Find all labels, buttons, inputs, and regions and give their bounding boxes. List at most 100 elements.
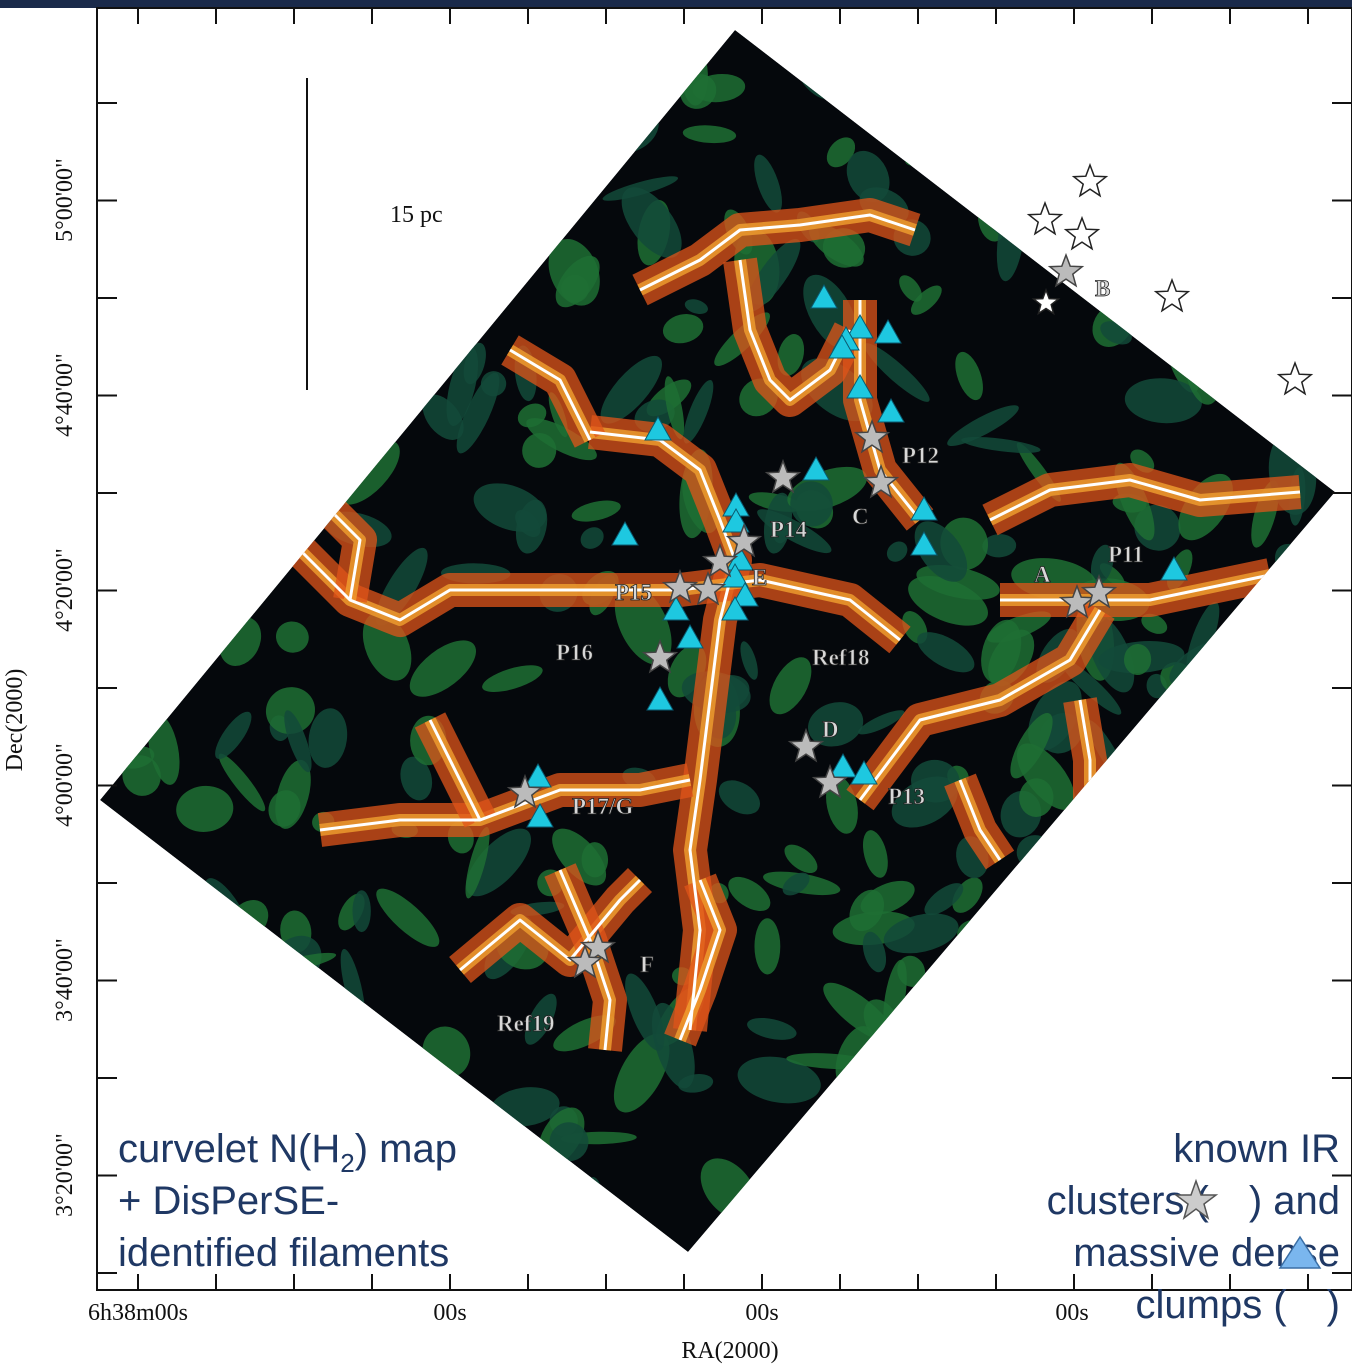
density-blob [1250,662,1319,735]
density-blob [985,1014,1041,1074]
caption-line: curvelet N(H2) map [118,1127,457,1178]
density-blob [1076,1002,1128,1047]
density-blob [435,271,458,310]
density-blob [1321,261,1349,292]
density-blob [1110,171,1200,262]
density-blob [152,1019,216,1093]
density-blob [1252,22,1325,100]
density-blob [244,266,325,339]
cluster-star [1066,218,1098,249]
density-blob [223,34,247,115]
density-blob [875,1181,902,1229]
density-blob [1154,772,1186,837]
density-blob [1285,1034,1342,1087]
density-blob [950,1067,988,1102]
density-blob [1133,959,1216,1030]
region-label: P16 [556,640,593,665]
region-label: E [752,565,767,590]
region-label: Ref18 [812,645,869,670]
cluster-star [1279,363,1311,394]
density-blob [254,1077,302,1115]
density-blob [1076,979,1156,1066]
density-blob [1239,906,1304,952]
density-blob [983,926,1076,977]
density-blob [1291,251,1345,302]
density-blob [1242,699,1284,748]
cluster-star [1156,280,1188,311]
density-blob [175,273,247,340]
density-blob [120,319,193,377]
density-blob [1234,17,1274,52]
density-blob [1250,81,1281,122]
density-blob [475,212,541,280]
density-blob [93,168,153,203]
density-blob [1165,790,1203,843]
density-blob [978,981,1027,1033]
density-blob [233,251,268,305]
density-blob [441,106,482,149]
density-blob [95,274,156,338]
density-blob [392,1037,425,1116]
density-blob [247,150,289,196]
density-blob [291,1029,337,1099]
density-blob [662,21,693,41]
density-blob [1248,856,1279,890]
density-blob [1257,51,1303,103]
density-blob [911,1002,954,1033]
density-blob [940,1191,1038,1260]
y-tick-label: 4°00'00" [52,743,78,827]
density-blob [222,491,287,546]
density-blob [1077,1016,1110,1045]
density-blob [302,126,402,215]
density-blob [150,941,237,1006]
density-blob [1098,134,1123,161]
density-blob [131,185,160,207]
density-blob [832,1167,869,1200]
density-blob [1006,78,1036,109]
region-label: P14 [770,517,808,542]
density-blob [1139,196,1178,243]
density-blob [67,1018,136,1082]
density-blob [892,1056,977,1152]
caption-left: curvelet N(H2) map + DisPerSE- identifie… [118,1127,457,1275]
density-blob [843,1150,916,1231]
density-blob [312,23,373,95]
region-label: P13 [888,784,925,809]
density-blob [470,153,496,181]
density-blob [405,5,487,84]
density-blob [1201,895,1274,950]
density-blob [68,47,148,115]
density-blob [1204,925,1239,972]
density-blob [1132,1104,1165,1138]
x-tick-label: 00s [745,1300,778,1326]
figure: BP12P14CP11AEP15P16Ref18DP13P17/GFRef19 … [0,0,1352,1365]
density-blob [357,32,392,67]
density-blob [1263,1070,1301,1101]
density-blob [1121,245,1193,277]
density-blob [1147,171,1175,260]
density-blob [334,53,367,86]
density-blob [998,1044,1031,1093]
density-blob [955,949,989,995]
y-tick-label: 5°00'00" [52,158,78,242]
density-blob [1205,71,1249,123]
density-blob [1113,781,1143,805]
density-blob [435,285,482,338]
top-bar [0,0,1352,8]
density-blob [842,81,900,118]
density-blob [263,75,321,115]
density-blob [1316,59,1351,92]
density-blob [181,519,212,534]
region-label: A [1034,562,1051,587]
density-blob [1158,23,1232,102]
density-blob [227,287,257,336]
density-blob [135,1053,186,1127]
cluster-star [1029,203,1061,234]
density-blob [157,36,208,85]
scale-label: 15 pc [390,202,443,228]
density-blob [1138,188,1212,222]
density-blob [1156,165,1211,218]
density-blob [151,331,195,396]
region-label: P15 [615,580,652,605]
caption-line: identified filaments [118,1231,449,1275]
